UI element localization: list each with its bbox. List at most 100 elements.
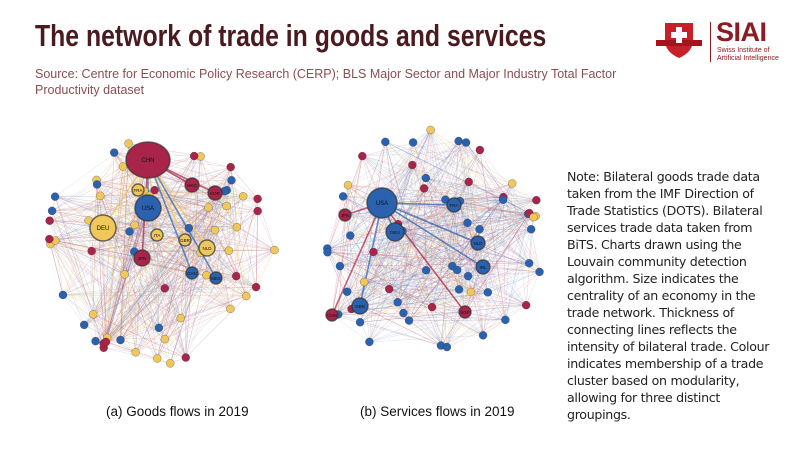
trade-edge (62, 294, 231, 310)
country-node-mex (209, 271, 223, 285)
trade-edge (230, 167, 257, 288)
trade-edge (96, 143, 129, 181)
country-node-nld (198, 239, 216, 257)
trade-edge (482, 271, 540, 336)
trade-edge (381, 202, 527, 306)
trade-edge (106, 247, 208, 338)
trade-edge (120, 234, 158, 341)
country-node (166, 359, 175, 368)
trade-edge (54, 196, 104, 348)
trade-edge (394, 231, 530, 264)
trade-edge (338, 281, 365, 315)
trade-edge (106, 227, 189, 338)
trade-edge (100, 166, 124, 196)
trade-edge (360, 304, 527, 323)
trade-edge (200, 156, 244, 197)
trade-edge (157, 250, 230, 359)
trade-edge (236, 249, 275, 277)
trade-edge (156, 234, 275, 251)
trade-edge (105, 166, 124, 342)
trade-edge (185, 228, 189, 358)
trade-edge (347, 185, 365, 283)
trade-edge (467, 222, 489, 293)
trade-edge (331, 251, 374, 316)
trade-edge (206, 227, 238, 276)
trade-edge (397, 269, 458, 303)
trade-edge (120, 251, 135, 341)
trade-edge (331, 266, 341, 316)
trade-edge (445, 149, 481, 200)
trade-edge (338, 199, 504, 315)
trade-edge (389, 288, 527, 306)
trade-edge (51, 210, 181, 319)
major-trade-edge (147, 159, 193, 274)
trade-edge (465, 142, 506, 320)
trade-edge (505, 229, 532, 320)
trade-edge (54, 196, 104, 348)
trade-edge (339, 231, 396, 267)
trade-edge (342, 196, 433, 308)
trade-edge (464, 181, 469, 313)
trade-edge (327, 156, 363, 253)
trade-edge (157, 276, 237, 359)
trade-edge (403, 263, 530, 314)
trade-edge (373, 199, 446, 253)
trade-edge (327, 252, 442, 346)
country-node (408, 160, 417, 170)
trade-edge (88, 220, 94, 315)
trade-edge (351, 199, 504, 310)
trade-edge (350, 217, 534, 236)
trade-edge (105, 224, 135, 342)
trade-edge (331, 196, 504, 316)
trade-edge (134, 251, 136, 353)
country-node-deu (89, 214, 117, 242)
country-node (454, 285, 464, 294)
trade-edge (351, 229, 532, 310)
node-label: NLD (202, 246, 212, 251)
node-label: GBR (180, 238, 191, 243)
trade-edge (135, 317, 181, 353)
trade-edge (103, 195, 150, 344)
country-node (227, 176, 236, 185)
country-node (342, 287, 352, 296)
country-node (532, 195, 541, 205)
trade-edge (457, 201, 484, 268)
trade-edge (55, 240, 136, 353)
trade-edge (403, 199, 504, 314)
country-node-nld (470, 235, 486, 251)
trade-edge (114, 152, 143, 259)
node-label: GBR (355, 304, 366, 309)
trade-edge (369, 183, 513, 343)
trade-edge (458, 140, 540, 273)
trade-edge (389, 204, 455, 290)
trade-edge (246, 249, 275, 297)
trade-edge (103, 143, 129, 348)
trade-edge (347, 242, 479, 292)
trade-edge (164, 286, 257, 340)
trade-edge (191, 207, 209, 274)
trade-edge (394, 222, 468, 232)
trade-edge (135, 277, 217, 353)
country-node (226, 162, 235, 172)
trade-edge (106, 272, 193, 338)
trade-edge (465, 142, 532, 230)
node-label: IRL (479, 265, 487, 270)
country-node (109, 148, 119, 157)
trade-edge (453, 204, 466, 313)
trade-edge (95, 277, 217, 342)
trade-edge (134, 155, 195, 252)
trade-edge (403, 312, 506, 321)
trade-edge (412, 164, 461, 202)
trade-edge (470, 229, 532, 293)
trade-edge (456, 197, 504, 271)
trade-edge (344, 214, 374, 253)
trade-edge (440, 212, 530, 346)
trade-edge (389, 288, 484, 336)
trade-edge (347, 140, 459, 186)
trade-edge (327, 196, 344, 249)
trade-edge (465, 142, 532, 230)
trade-edge (350, 141, 386, 236)
country-node (251, 282, 261, 292)
trade-edge (124, 247, 208, 275)
trade-edge (208, 207, 257, 288)
